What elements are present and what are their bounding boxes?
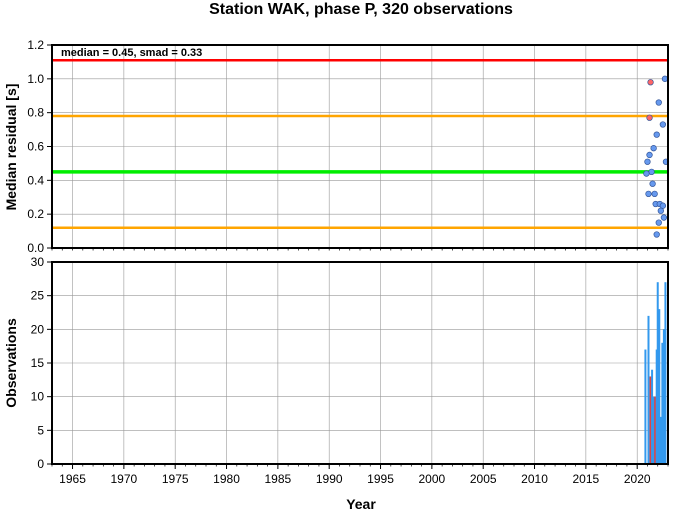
- y-tick-label: 25: [31, 289, 45, 303]
- reference-lines: [52, 58, 668, 229]
- observation-bar: [655, 349, 658, 464]
- observation-bar: [659, 416, 662, 464]
- observation-bar: [656, 282, 659, 464]
- residual-point: [646, 114, 653, 121]
- y-tick-label: 10: [31, 390, 45, 404]
- x-tick-label: 1990: [316, 472, 343, 486]
- observation-bars: [644, 282, 667, 464]
- y-tick-label: 5: [37, 423, 44, 437]
- observation-bar: [649, 376, 652, 464]
- residual-point: [645, 190, 652, 198]
- residual-point: [648, 168, 655, 176]
- y-tick-label: 20: [31, 322, 45, 336]
- residual-point: [649, 180, 656, 187]
- x-tick-label: 2005: [470, 472, 497, 486]
- y-tick-label: 0.4: [27, 173, 44, 187]
- residual-point: [659, 121, 667, 128]
- y-tick-label: 0.0: [27, 241, 44, 255]
- residual-y-ticks: 0.0 0.2 0.4 0.6 0.8 1.0 1.2: [27, 38, 52, 255]
- residual-point: [660, 214, 668, 221]
- x-tick-label: 2020: [624, 472, 651, 486]
- observations-y-label: Observations: [3, 318, 19, 408]
- observation-bar: [664, 282, 667, 464]
- residual-point: [644, 158, 651, 165]
- residual-point: [655, 99, 662, 106]
- y-tick-label: 1.0: [27, 72, 44, 86]
- observation-bar: [661, 342, 664, 464]
- residual-point: [651, 190, 658, 198]
- residual-point: [646, 151, 653, 159]
- observation-bar: [651, 369, 654, 464]
- year-x-ticks: 1965 1970 1975 1980 1985 1990 1995 2000 2005 2010…: [51, 248, 669, 486]
- residual-point: [653, 231, 660, 238]
- y-tick-label: 0.8: [27, 106, 44, 120]
- observation-bar: [658, 309, 661, 464]
- observation-bar: [652, 396, 655, 464]
- residual-grid: [52, 44, 668, 249]
- x-tick-label: 1995: [367, 472, 394, 486]
- x-tick-label: 2000: [419, 472, 446, 486]
- chart-title: Station WAK, phase P, 320 observations: [209, 1, 513, 18]
- y-tick-label: 0: [37, 457, 44, 471]
- residual-y-label: Median residual [s]: [3, 84, 19, 211]
- observations-panel: 0 5 10 15 20 25 30 1965 1970 1975 1980 1985 1990 199…: [3, 248, 669, 511]
- residual-panel: 0.0 0.2 0.4 0.6 0.8 1.0 1.2 median = 0.45, sma…: [3, 38, 670, 255]
- residual-point: [643, 170, 650, 177]
- residual-point: [657, 207, 664, 214]
- observations-grid: [52, 261, 668, 465]
- x-tick-label: 1965: [59, 472, 86, 486]
- y-tick-label: 15: [31, 356, 45, 370]
- x-tick-label: 2010: [521, 472, 548, 486]
- x-tick-label: 1980: [213, 472, 240, 486]
- residual-points: [643, 75, 670, 238]
- x-tick-label: 1985: [265, 472, 292, 486]
- residual-point: [650, 145, 657, 152]
- y-tick-label: 30: [31, 255, 45, 269]
- residual-point: [647, 79, 654, 86]
- y-tick-label: 0.6: [27, 140, 44, 154]
- x-tick-label: 2015: [573, 472, 600, 486]
- stats-annotation: median = 0.45, smad = 0.33: [61, 47, 202, 59]
- residual-point: [661, 75, 669, 82]
- observations-y-ticks: 0 5 10 15 20 25 30: [31, 255, 52, 471]
- residual-point: [655, 219, 662, 226]
- x-tick-label: 1970: [111, 472, 138, 486]
- observation-bar: [662, 329, 665, 464]
- x-tick-label: 1975: [162, 472, 189, 486]
- x-axis-label: Year: [346, 496, 376, 511]
- observation-bar: [644, 349, 647, 464]
- y-tick-label: 1.2: [27, 38, 44, 52]
- observation-bar: [647, 315, 650, 464]
- residual-point: [653, 131, 660, 138]
- y-tick-label: 0.2: [27, 207, 44, 221]
- observation-bar: [654, 396, 657, 464]
